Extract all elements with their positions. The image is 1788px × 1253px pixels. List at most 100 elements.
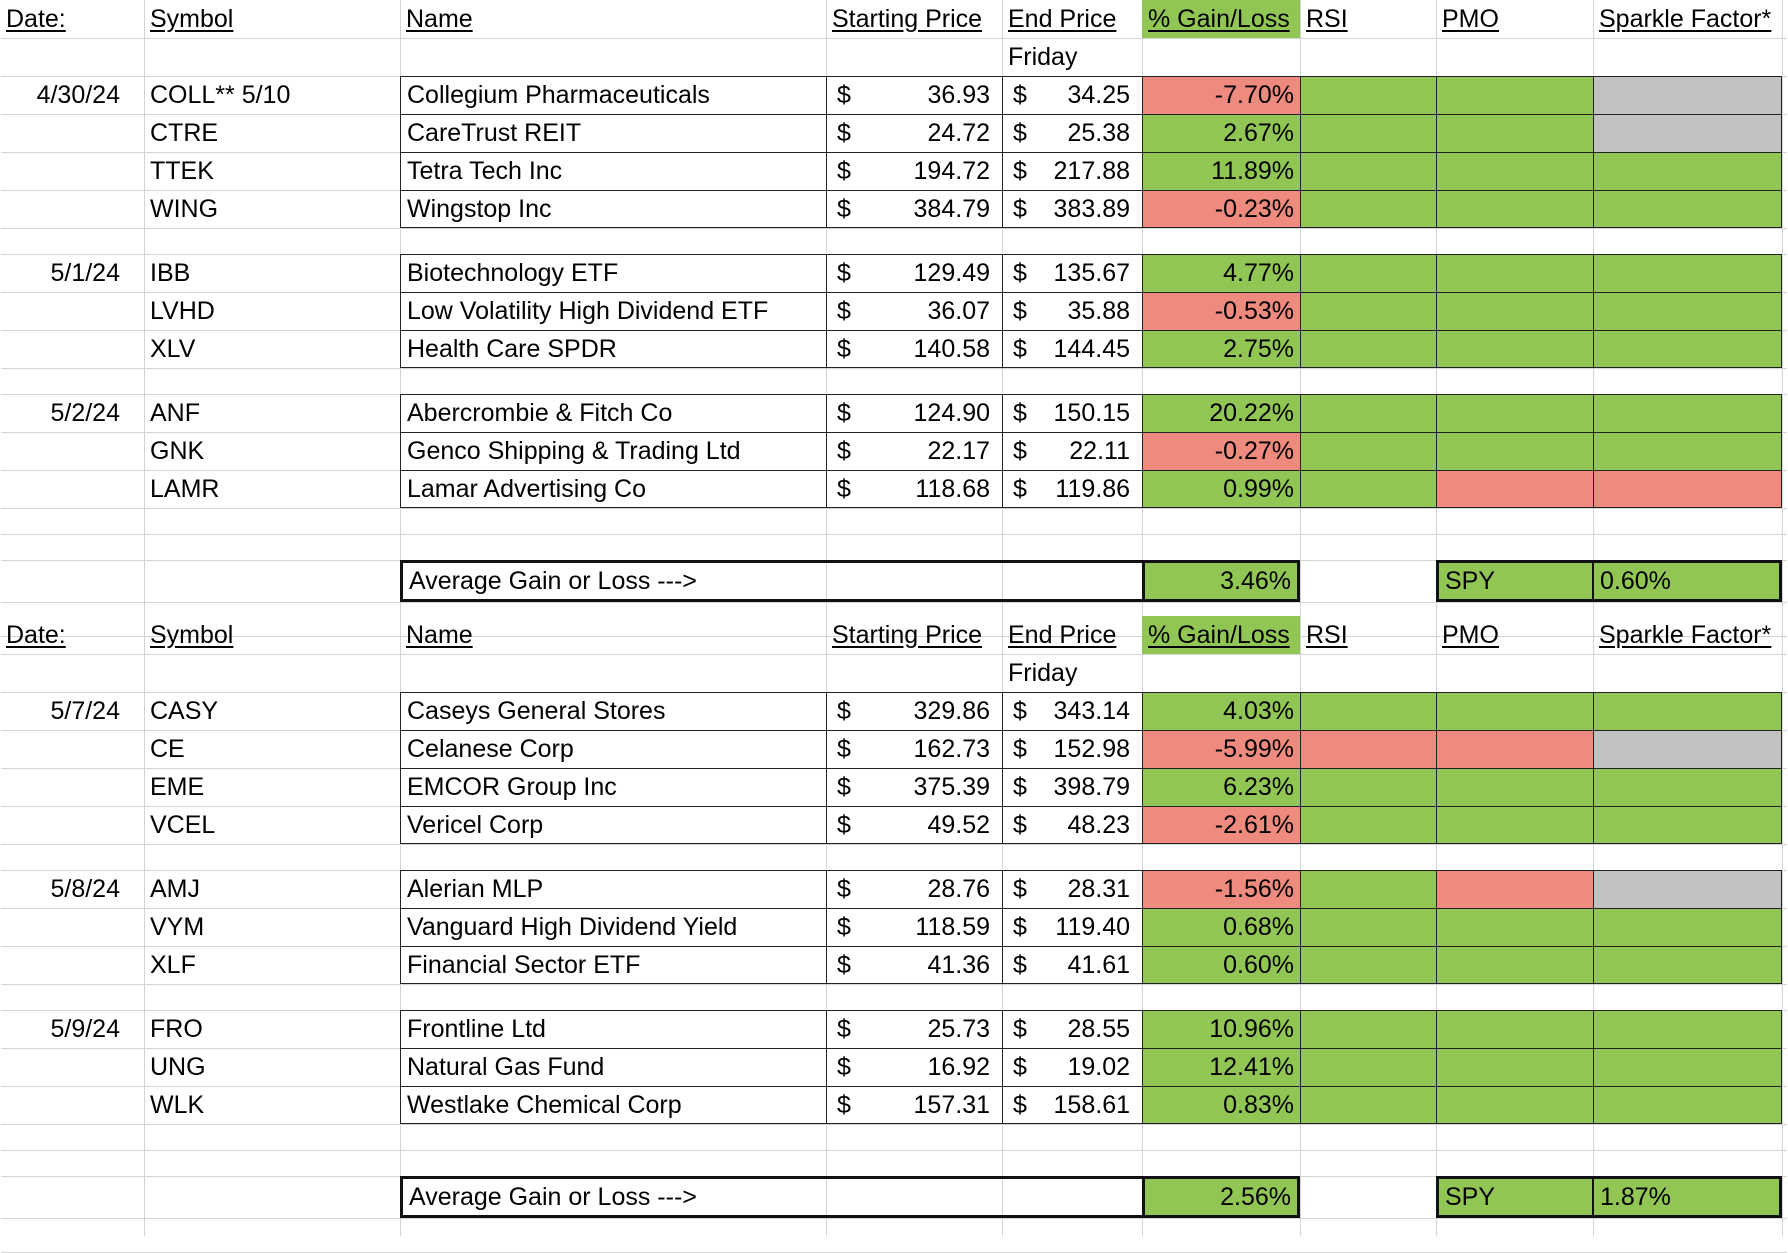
gain-loss-cell[interactable]: -2.61%	[1142, 806, 1300, 844]
rsi-cell[interactable]	[1300, 190, 1436, 228]
gain-loss-cell[interactable]: 0.83%	[1142, 1086, 1300, 1124]
gain-loss-cell[interactable]: -0.23%	[1142, 190, 1300, 228]
rsi-cell[interactable]	[1300, 870, 1436, 908]
spy-label[interactable]: SPY	[1436, 1176, 1593, 1218]
pmo-cell[interactable]	[1436, 730, 1593, 768]
rsi-cell[interactable]	[1300, 432, 1436, 470]
pmo-cell[interactable]	[1436, 768, 1593, 806]
pmo-cell[interactable]	[1436, 870, 1593, 908]
header-gain[interactable]: % Gain/Loss	[1142, 616, 1300, 654]
symbol-cell[interactable]: XLV	[150, 334, 196, 363]
rsi-cell[interactable]	[1300, 394, 1436, 432]
sparkle-factor-cell[interactable]	[1593, 394, 1782, 432]
gain-loss-cell[interactable]: 4.03%	[1142, 692, 1300, 730]
end-price-cell[interactable]: $119.40	[1002, 908, 1142, 946]
end-price-cell[interactable]: $19.02	[1002, 1048, 1142, 1086]
pmo-cell[interactable]	[1436, 114, 1593, 152]
pmo-cell[interactable]	[1436, 946, 1593, 984]
name-cell[interactable]: Collegium Pharmaceuticals	[400, 76, 826, 114]
header-start[interactable]: Starting Price	[832, 620, 983, 649]
date-cell[interactable]: 5/2/24	[50, 398, 120, 427]
starting-price-cell[interactable]: $41.36	[826, 946, 1002, 984]
average-label[interactable]: Average Gain or Loss --->	[409, 566, 697, 595]
header-sparkle[interactable]: Sparkle Factor*	[1599, 4, 1772, 33]
sparkle-factor-cell[interactable]	[1593, 330, 1782, 368]
rsi-cell[interactable]	[1300, 470, 1436, 508]
end-price-cell[interactable]: $150.15	[1002, 394, 1142, 432]
pmo-cell[interactable]	[1436, 190, 1593, 228]
end-price-cell[interactable]: $158.61	[1002, 1086, 1142, 1124]
name-cell[interactable]: Natural Gas Fund	[400, 1048, 826, 1086]
sparkle-factor-cell[interactable]	[1593, 292, 1782, 330]
pmo-cell[interactable]	[1436, 470, 1593, 508]
date-cell-empty[interactable]	[0, 806, 144, 844]
symbol-cell[interactable]: EME	[150, 772, 205, 801]
starting-price-cell[interactable]: $16.92	[826, 1048, 1002, 1086]
symbol-cell[interactable]: AMJ	[150, 874, 200, 903]
name-cell[interactable]: Health Care SPDR	[400, 330, 826, 368]
gain-loss-cell[interactable]: -5.99%	[1142, 730, 1300, 768]
rsi-cell[interactable]	[1300, 908, 1436, 946]
header-sparkle[interactable]: Sparkle Factor*	[1599, 620, 1772, 649]
date-cell[interactable]: 5/7/24	[50, 696, 120, 725]
gain-loss-cell[interactable]: 20.22%	[1142, 394, 1300, 432]
date-cell-empty[interactable]	[0, 330, 144, 368]
sparkle-factor-cell[interactable]	[1593, 730, 1782, 768]
starting-price-cell[interactable]: $49.52	[826, 806, 1002, 844]
average-value[interactable]: 3.46%	[1142, 560, 1300, 602]
pmo-cell[interactable]	[1436, 76, 1593, 114]
pmo-cell[interactable]	[1436, 806, 1593, 844]
gain-loss-cell[interactable]: 0.99%	[1142, 470, 1300, 508]
symbol-cell[interactable]: CE	[150, 734, 185, 763]
symbol-cell[interactable]: TTEK	[150, 156, 214, 185]
rsi-cell[interactable]	[1300, 254, 1436, 292]
end-price-subheader[interactable]: Friday	[1008, 658, 1078, 687]
pmo-cell[interactable]	[1436, 394, 1593, 432]
starting-price-cell[interactable]: $157.31	[826, 1086, 1002, 1124]
end-price-cell[interactable]: $217.88	[1002, 152, 1142, 190]
end-price-cell[interactable]: $343.14	[1002, 692, 1142, 730]
header-pmo[interactable]: PMO	[1442, 4, 1499, 33]
header-end[interactable]: End Price	[1008, 620, 1117, 649]
pmo-cell[interactable]	[1436, 1086, 1593, 1124]
header-start[interactable]: Starting Price	[832, 4, 983, 33]
sparkle-factor-cell[interactable]	[1593, 1010, 1782, 1048]
end-price-cell[interactable]: $383.89	[1002, 190, 1142, 228]
header-date[interactable]: Date:	[6, 4, 66, 33]
rsi-cell[interactable]	[1300, 1010, 1436, 1048]
date-cell-empty[interactable]	[0, 190, 144, 228]
starting-price-cell[interactable]: $118.59	[826, 908, 1002, 946]
starting-price-cell[interactable]: $375.39	[826, 768, 1002, 806]
pmo-cell[interactable]	[1436, 908, 1593, 946]
end-price-subheader[interactable]: Friday	[1008, 42, 1078, 71]
name-cell[interactable]: Low Volatility High Dividend ETF	[400, 292, 826, 330]
average-label[interactable]: Average Gain or Loss --->	[409, 1182, 697, 1211]
spy-label[interactable]: SPY	[1436, 560, 1593, 602]
end-price-cell[interactable]: $135.67	[1002, 254, 1142, 292]
rsi-cell[interactable]	[1300, 114, 1436, 152]
name-cell[interactable]: Abercrombie & Fitch Co	[400, 394, 826, 432]
end-price-cell[interactable]: $152.98	[1002, 730, 1142, 768]
gain-loss-cell[interactable]: 2.67%	[1142, 114, 1300, 152]
pmo-cell[interactable]	[1436, 330, 1593, 368]
gain-loss-cell[interactable]: 6.23%	[1142, 768, 1300, 806]
header-symbol[interactable]: Symbol	[150, 620, 234, 649]
name-cell[interactable]: Lamar Advertising Co	[400, 470, 826, 508]
sparkle-factor-cell[interactable]	[1593, 190, 1782, 228]
header-name[interactable]: Name	[406, 4, 473, 33]
name-cell[interactable]: Vanguard High Dividend Yield	[400, 908, 826, 946]
header-date[interactable]: Date:	[6, 620, 66, 649]
name-cell[interactable]: Tetra Tech Inc	[400, 152, 826, 190]
date-cell-empty[interactable]	[0, 152, 144, 190]
name-cell[interactable]: Biotechnology ETF	[400, 254, 826, 292]
rsi-cell[interactable]	[1300, 292, 1436, 330]
symbol-cell[interactable]: COLL** 5/10	[150, 80, 291, 109]
rsi-cell[interactable]	[1300, 806, 1436, 844]
starting-price-cell[interactable]: $25.73	[826, 1010, 1002, 1048]
end-price-cell[interactable]: $28.31	[1002, 870, 1142, 908]
rsi-cell[interactable]	[1300, 768, 1436, 806]
sparkle-factor-cell[interactable]	[1593, 1048, 1782, 1086]
symbol-cell[interactable]: VCEL	[150, 810, 216, 839]
name-cell[interactable]: Financial Sector ETF	[400, 946, 826, 984]
rsi-cell[interactable]	[1300, 152, 1436, 190]
